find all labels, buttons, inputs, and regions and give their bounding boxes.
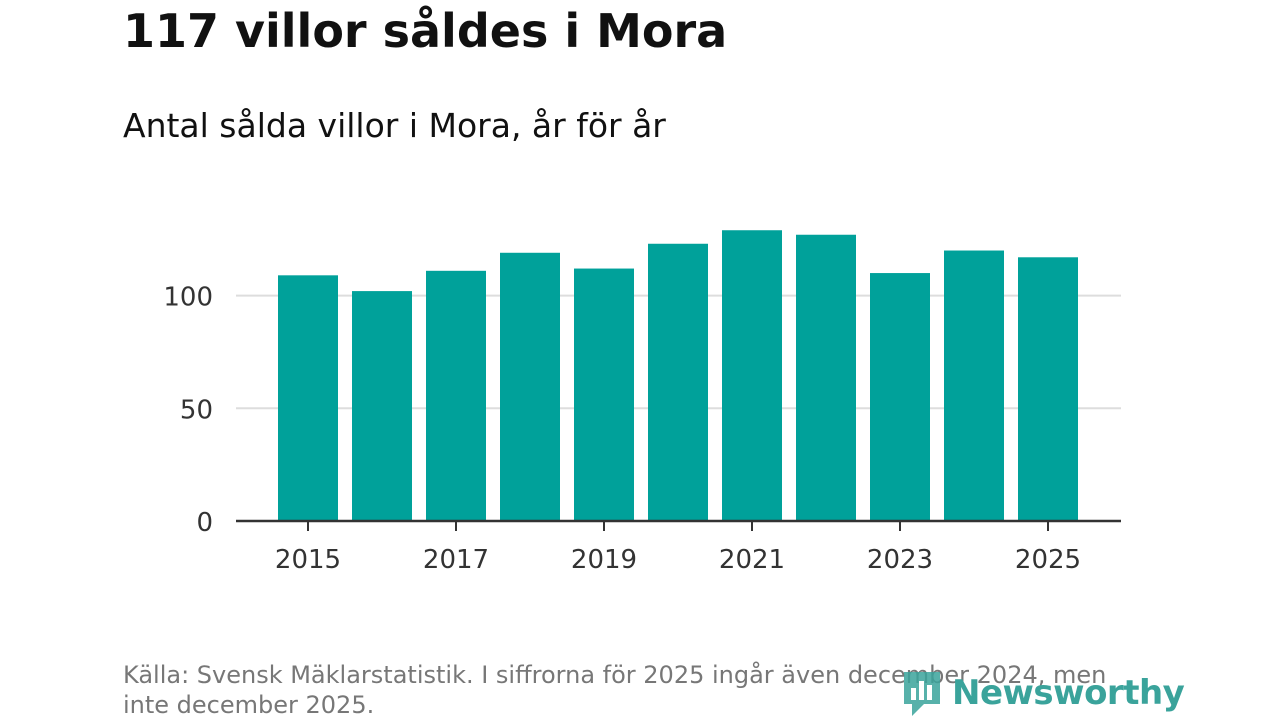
bar-2023 (870, 273, 930, 521)
x-tick-label: 2017 (423, 545, 489, 575)
bar-2020 (648, 243, 708, 521)
x-tick-label: 2023 (867, 545, 933, 575)
x-tick-label: 2025 (1015, 545, 1081, 575)
bar-2021 (722, 230, 782, 521)
newsworthy-logo-icon (904, 672, 940, 716)
x-tick-label: 2021 (719, 545, 785, 575)
bar-2024 (944, 250, 1004, 521)
bars (278, 230, 1078, 522)
bar-2025 (1018, 257, 1078, 521)
bar-2016 (352, 291, 412, 521)
x-tick-label: 2019 (571, 545, 637, 575)
source-note: Källa: Svensk Mäklarstatistik. I siffror… (123, 661, 1107, 719)
y-tick-label: 50 (180, 395, 213, 425)
x-tick-label: 2015 (275, 545, 341, 575)
axes: 0 50 100 2015 2017 2019 2021 2023 2025 (163, 283, 1121, 575)
bar-2022 (796, 234, 856, 521)
y-tick-label: 0 (196, 508, 213, 538)
chart-subtitle: Antal sålda villor i Mora, år för år (123, 106, 666, 145)
y-tick-label: 100 (163, 283, 213, 313)
bar-2018 (500, 252, 560, 522)
bar-2015 (278, 275, 338, 521)
bar-2019 (574, 268, 634, 521)
brand-name: Newsworthy (952, 673, 1185, 713)
bar-2017 (426, 270, 486, 521)
brand-logo: Newsworthy (900, 668, 1185, 718)
chart-title: 117 villor såldes i Mora (123, 4, 728, 58)
